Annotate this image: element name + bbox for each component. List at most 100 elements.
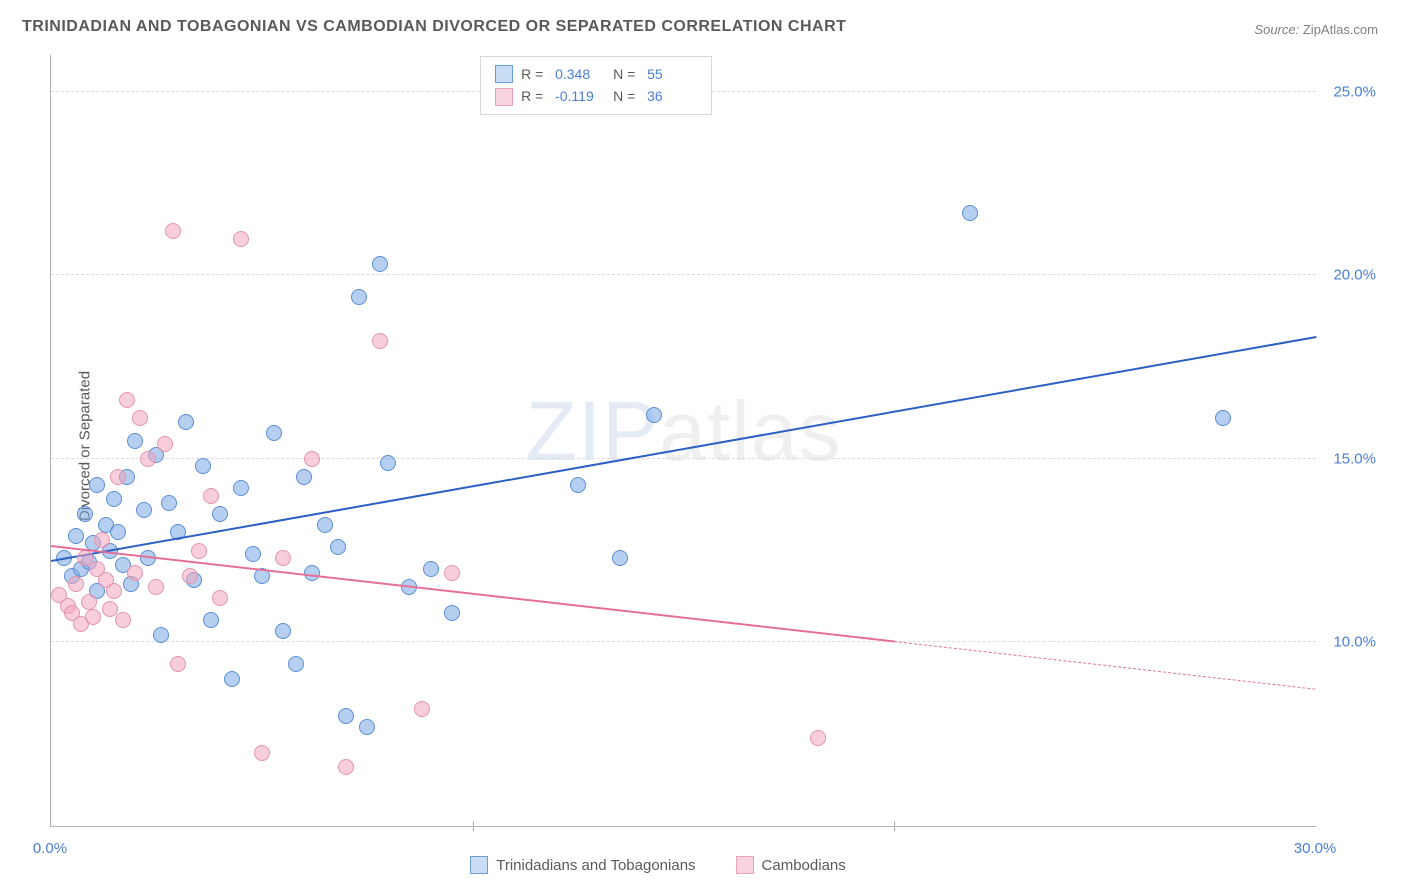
scatter-point-tt (317, 517, 333, 533)
source-attribution: Source: ZipAtlas.com (1254, 22, 1378, 37)
scatter-point-tt (330, 539, 346, 555)
scatter-point-cb (810, 730, 826, 746)
scatter-point-cb (115, 612, 131, 628)
scatter-point-tt (275, 623, 291, 639)
scatter-point-tt (646, 407, 662, 423)
scatter-point-tt (89, 477, 105, 493)
scatter-point-tt (423, 561, 439, 577)
scatter-point-cb (372, 333, 388, 349)
scatter-point-tt (304, 565, 320, 581)
stat-r-label: R = (521, 63, 547, 85)
plot-area: ZIPatlas (50, 55, 1316, 827)
scatter-point-tt (962, 205, 978, 221)
scatter-point-cb (444, 565, 460, 581)
y-tick-label: 10.0% (1333, 634, 1376, 651)
scatter-point-tt (372, 256, 388, 272)
scatter-point-tt (351, 289, 367, 305)
stat-legend: R =0.348N =55R =-0.119N =36 (480, 56, 712, 115)
bottom-legend: Trinidadians and Tobagonians Cambodians (0, 856, 1316, 874)
scatter-point-tt (612, 550, 628, 566)
trendline-tt (51, 336, 1316, 562)
legend-swatch-tt (470, 856, 488, 874)
source-value: ZipAtlas.com (1303, 22, 1378, 37)
scatter-point-cb (106, 583, 122, 599)
gridline (51, 641, 1316, 642)
stat-swatch-tt (495, 65, 513, 83)
scatter-point-cb (203, 488, 219, 504)
scatter-point-tt (570, 477, 586, 493)
scatter-point-cb (85, 609, 101, 625)
legend-label-tt: Trinidadians and Tobagonians (496, 857, 695, 874)
legend-item-tt: Trinidadians and Tobagonians (470, 856, 695, 874)
scatter-point-tt (68, 528, 84, 544)
x-tick-label: 30.0% (1294, 840, 1337, 857)
scatter-point-tt (1215, 410, 1231, 426)
scatter-point-cb (157, 436, 173, 452)
stat-row-cb: R = -0.119 N = 36 (495, 85, 697, 107)
stat-swatch-cb (495, 88, 513, 106)
stat-n-value-cb: 36 (647, 85, 697, 107)
legend-label-cb: Cambodians (762, 857, 846, 874)
trendline-cb-extrapolated (894, 641, 1316, 690)
scatter-point-cb (191, 543, 207, 559)
scatter-point-tt (106, 491, 122, 507)
watermark-brand-thin: atlas (659, 383, 841, 477)
scatter-point-tt (203, 612, 219, 628)
gridline (51, 458, 1316, 459)
scatter-point-tt (338, 708, 354, 724)
scatter-point-tt (296, 469, 312, 485)
scatter-point-cb (275, 550, 291, 566)
stat-r-value-tt: 0.348 (555, 63, 605, 85)
scatter-point-tt (233, 480, 249, 496)
scatter-point-cb (148, 579, 164, 595)
scatter-point-cb (414, 701, 430, 717)
scatter-point-tt (161, 495, 177, 511)
scatter-point-cb (68, 576, 84, 592)
scatter-point-tt (359, 719, 375, 735)
stat-row-tt: R =0.348N =55 (495, 63, 697, 85)
stat-r-value-cb: -0.119 (555, 85, 605, 107)
scatter-point-cb (81, 594, 97, 610)
scatter-point-tt (136, 502, 152, 518)
scatter-point-tt (266, 425, 282, 441)
scatter-point-cb (165, 223, 181, 239)
y-tick-label: 15.0% (1333, 450, 1376, 467)
y-tick-label: 25.0% (1333, 83, 1376, 100)
source-label: Source: (1254, 22, 1299, 37)
scatter-point-tt (224, 671, 240, 687)
x-tick-label: 0.0% (33, 840, 67, 857)
scatter-point-cb (254, 745, 270, 761)
chart-title: TRINIDADIAN AND TOBAGONIAN VS CAMBODIAN … (22, 18, 846, 36)
scatter-point-cb (212, 590, 228, 606)
legend-swatch-cb (736, 856, 754, 874)
y-tick-label: 20.0% (1333, 267, 1376, 284)
stat-r-label: R = (521, 85, 547, 107)
scatter-point-tt (110, 524, 126, 540)
scatter-point-cb (182, 568, 198, 584)
scatter-point-cb (119, 392, 135, 408)
x-tick (473, 821, 474, 831)
scatter-point-tt (212, 506, 228, 522)
gridline (51, 274, 1316, 275)
scatter-point-tt (127, 433, 143, 449)
scatter-point-cb (338, 759, 354, 775)
trendline-cb (51, 545, 895, 642)
scatter-point-cb (132, 410, 148, 426)
scatter-point-cb (140, 451, 156, 467)
scatter-point-cb (127, 565, 143, 581)
scatter-point-cb (110, 469, 126, 485)
scatter-point-tt (77, 506, 93, 522)
scatter-point-tt (245, 546, 261, 562)
x-tick (894, 821, 895, 831)
legend-item-cb: Cambodians (736, 856, 846, 874)
stat-n-label: N = (613, 63, 639, 85)
watermark: ZIPatlas (525, 382, 841, 479)
scatter-point-cb (170, 656, 186, 672)
scatter-point-cb (233, 231, 249, 247)
scatter-point-tt (153, 627, 169, 643)
stat-n-label: N = (613, 85, 639, 107)
scatter-point-tt (195, 458, 211, 474)
scatter-point-tt (178, 414, 194, 430)
scatter-point-cb (304, 451, 320, 467)
scatter-point-cb (94, 532, 110, 548)
